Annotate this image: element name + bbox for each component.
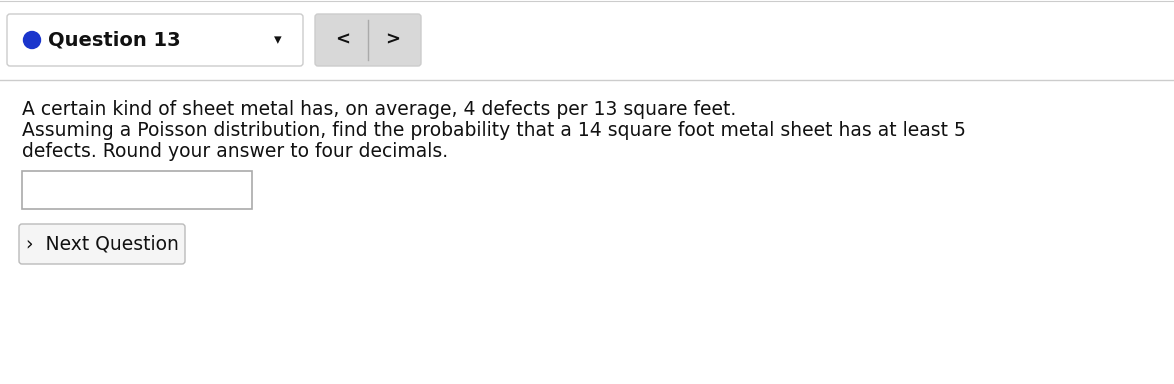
Text: ›  Next Question: › Next Question	[26, 235, 178, 253]
Text: <: <	[336, 31, 351, 49]
FancyBboxPatch shape	[7, 14, 303, 66]
FancyBboxPatch shape	[19, 224, 185, 264]
Text: >: >	[385, 31, 400, 49]
Text: Assuming a Poisson distribution, find the probability that a 14 square foot meta: Assuming a Poisson distribution, find th…	[22, 121, 966, 140]
FancyBboxPatch shape	[315, 14, 421, 66]
Circle shape	[23, 31, 40, 48]
Text: defects. Round your answer to four decimals.: defects. Round your answer to four decim…	[22, 142, 448, 161]
FancyBboxPatch shape	[22, 171, 252, 209]
Text: A certain kind of sheet metal has, on average, 4 defects per 13 square feet.: A certain kind of sheet metal has, on av…	[22, 100, 736, 119]
Text: ▾: ▾	[275, 33, 282, 48]
Text: Question 13: Question 13	[48, 30, 181, 50]
